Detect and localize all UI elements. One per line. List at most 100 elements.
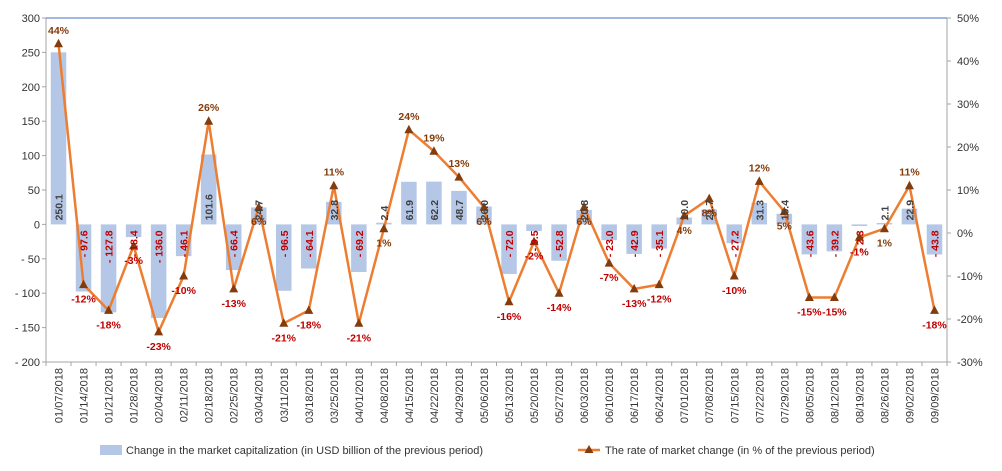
right-tick-label: 10% <box>957 185 979 197</box>
rate-value-label: 11% <box>324 167 345 179</box>
rate-marker-04/29/2018 <box>454 172 464 181</box>
bar-05/20/2018 <box>526 224 542 231</box>
bar-value-label: - 23.0 <box>604 230 616 257</box>
rate-marker-07/29/2018 <box>779 206 789 215</box>
x-tick-label: 06/24/2018 <box>654 368 666 423</box>
bar-09/09/2018 <box>926 224 943 255</box>
bar-01/28/2018 <box>125 224 142 238</box>
line-layer <box>54 38 939 336</box>
bar-value-label: - 43.6 <box>804 230 816 257</box>
x-tick-label: 01/14/2018 <box>79 368 91 423</box>
bar-value-label: 61.9 <box>404 200 416 221</box>
rate-value-label: -15% <box>822 307 847 319</box>
rate-value-label: 26% <box>198 102 220 114</box>
bar-value-label: - 42.9 <box>629 230 641 257</box>
left-tick-label: 150 <box>22 116 40 128</box>
x-tick-label: 02/11/2018 <box>179 368 191 422</box>
bar-value-label: 32.8 <box>329 200 341 221</box>
rate-marker-02/11/2018 <box>179 271 189 280</box>
bar-09/02/2018 <box>901 208 918 225</box>
rate-value-label: -18% <box>297 319 322 331</box>
rate-marker-02/04/2018 <box>154 326 164 336</box>
x-tick-label: 07/22/2018 <box>754 368 766 423</box>
rate-marker-05/06/2018 <box>479 202 489 211</box>
bar-value-label: 10.0 <box>679 200 691 221</box>
bar-value-label: 48.7 <box>454 200 466 221</box>
rate-marker-01/28/2018 <box>129 240 139 250</box>
x-tick-label: 07/29/2018 <box>779 368 791 423</box>
x-tick-label: 04/08/2018 <box>379 368 391 423</box>
bar-04/01/2018 <box>351 224 367 273</box>
x-tick-label: 04/01/2018 <box>354 368 366 423</box>
x-tick-label: 03/25/2018 <box>329 368 341 423</box>
right-tick-label: 0% <box>957 228 973 240</box>
bar-02/04/2018 <box>150 224 167 318</box>
x-tick-label: 01/21/2018 <box>104 368 116 423</box>
rate-marker-08/05/2018 <box>804 292 814 301</box>
bar-02/18/2018 <box>200 154 217 225</box>
rate-marker-04/01/2018 <box>354 318 364 327</box>
right-tick-label: 30% <box>957 99 979 111</box>
rate-value-label: 6% <box>577 216 593 228</box>
x-tick-label: 09/02/2018 <box>904 368 916 423</box>
rate-marker-03/18/2018 <box>304 305 314 314</box>
bar-value-label: 15.4 <box>779 200 791 221</box>
bar-value-label: - 127.8 <box>104 230 116 263</box>
x-tick-label: 03/04/2018 <box>254 368 266 423</box>
bar-07/01/2018 <box>676 217 692 225</box>
rate-value-label: -14% <box>547 302 572 314</box>
bar-07/15/2018 <box>726 224 743 244</box>
bar-01/07/2018 <box>50 52 67 225</box>
x-tick-label: 03/18/2018 <box>304 368 316 423</box>
rate-marker-01/14/2018 <box>79 279 89 289</box>
rate-value-label: -21% <box>347 332 372 344</box>
rate-marker-04/15/2018 <box>404 124 414 134</box>
x-tick-label: 04/22/2018 <box>429 368 441 423</box>
rate-value-label: -1% <box>850 246 869 258</box>
x-tick-label: 09/09/2018 <box>929 368 941 423</box>
axes-layer: 300 250 200 150 100 50 0 - 50 - 100 - 150 - 200 50%… <box>15 13 983 423</box>
rate-value-label: -16% <box>497 311 522 323</box>
x-tick-label: 05/13/2018 <box>504 368 516 423</box>
x-tick-label: 08/26/2018 <box>879 368 891 423</box>
bar-08/19/2018 <box>851 224 868 226</box>
bar-04/22/2018 <box>426 181 442 225</box>
bar-value-label: - 43.8 <box>929 230 941 257</box>
x-tick-label: 06/10/2018 <box>604 368 616 423</box>
rate-value-label: -2% <box>525 251 544 263</box>
left-tick-label: 0 <box>34 219 40 231</box>
right-tick-label: -30% <box>957 357 983 369</box>
bar-value-label: 20.8 <box>579 200 591 221</box>
legend: Change in the market capitalization (in … <box>100 445 875 457</box>
bar-05/13/2018 <box>501 224 517 274</box>
x-tick-label: 08/05/2018 <box>804 368 816 423</box>
rate-marker-08/19/2018 <box>854 232 864 241</box>
rate-marker-01/21/2018 <box>104 305 114 314</box>
rate-value-label: -13% <box>622 298 647 310</box>
x-tick-label: 01/07/2018 <box>54 368 66 423</box>
rate-value-label: -12% <box>71 294 96 306</box>
x-tick-label: 05/20/2018 <box>529 368 541 423</box>
bar-08/26/2018 <box>876 222 893 225</box>
left-tick-label: 300 <box>22 13 40 25</box>
left-tick-label: - 150 <box>15 323 40 335</box>
bar-value-label: 31.3 <box>754 200 766 221</box>
x-tick-label: 07/01/2018 <box>679 368 691 423</box>
right-tick-label: -10% <box>957 271 983 283</box>
left-tick-label: - 50 <box>21 254 40 266</box>
bar-value-label: 62.2 <box>429 200 441 221</box>
right-tick-label: 20% <box>957 142 979 154</box>
rate-marker-07/22/2018 <box>754 176 764 185</box>
bar-value-label: 2.1 <box>879 206 891 221</box>
rate-value-label: -15% <box>797 307 822 319</box>
rate-value-label: -21% <box>272 332 297 344</box>
rate-value-label: 1% <box>877 238 893 250</box>
rate-value-label: 11% <box>899 167 920 179</box>
right-tick-label: 40% <box>957 56 979 68</box>
x-tick-label: 02/04/2018 <box>154 368 166 423</box>
rate-marker-08/26/2018 <box>879 223 889 233</box>
bar-value-label: 26.0 <box>479 200 491 221</box>
bar-value-label: - 52.8 <box>554 230 566 257</box>
legend-marker-swatch <box>584 445 594 453</box>
